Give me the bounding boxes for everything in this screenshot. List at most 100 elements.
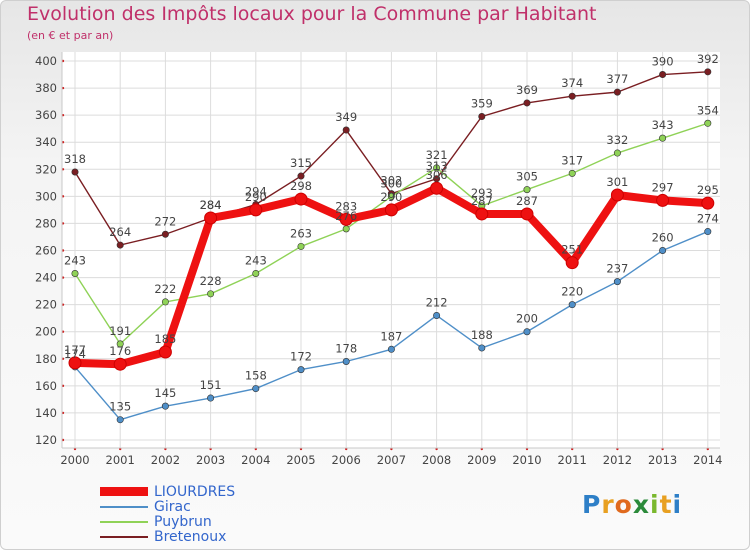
data-label-liourdres: 298 — [290, 179, 312, 193]
data-label-girac: 158 — [245, 369, 267, 383]
data-point-liourdres — [384, 203, 398, 217]
data-label-liourdres: 295 — [697, 183, 719, 197]
y-tick-label: 260 — [35, 244, 57, 258]
data-label-bretenoux: 377 — [606, 72, 628, 86]
data-label-liourdres: 287 — [471, 194, 493, 208]
data-label-puybrun: 354 — [697, 103, 719, 117]
x-tick-label: 2000 — [60, 453, 89, 467]
y-tick-label: 140 — [35, 406, 57, 420]
data-label-bretenoux: 302 — [380, 174, 402, 188]
data-label-girac: 260 — [652, 231, 674, 245]
data-label-bretenoux: 313 — [426, 159, 448, 173]
data-label-puybrun: 332 — [606, 133, 628, 147]
data-label-liourdres: 290 — [245, 190, 267, 204]
data-label-liourdres: 176 — [109, 344, 131, 358]
data-point-girac — [342, 357, 350, 365]
data-point-girac — [252, 385, 260, 393]
chart-subtitle: (en € et par an) — [27, 29, 114, 42]
legend-label-liourdres: LIOURDRES — [154, 484, 236, 500]
data-label-bretenoux: 284 — [200, 198, 222, 212]
data-label-girac: 145 — [154, 386, 176, 400]
data-point-liourdres — [68, 356, 82, 370]
data-label-girac: 188 — [471, 328, 493, 342]
data-point-puybrun — [252, 270, 260, 278]
data-point-liourdres — [294, 192, 308, 206]
data-label-girac: 172 — [290, 350, 312, 364]
data-point-bretenoux — [161, 230, 169, 238]
data-label-liourdres: 251 — [561, 243, 583, 257]
data-label-puybrun: 276 — [335, 209, 357, 223]
data-label-girac: 237 — [606, 262, 628, 276]
data-label-liourdres: 284 — [200, 198, 222, 212]
data-point-liourdres — [610, 188, 624, 202]
data-point-bretenoux — [659, 71, 667, 79]
data-label-puybrun: 243 — [64, 254, 86, 268]
data-point-puybrun — [161, 298, 169, 306]
proxiti-logo: Proxiti — [582, 490, 683, 519]
x-tick-label: 2013 — [648, 453, 677, 467]
data-point-girac — [116, 416, 124, 424]
data-label-puybrun: 305 — [516, 170, 538, 184]
legend-label-puybrun: Puybrun — [154, 514, 212, 530]
y-tick-label: 340 — [35, 135, 57, 149]
x-tick-label: 2010 — [512, 453, 541, 467]
y-tick-label: 300 — [35, 189, 57, 203]
data-label-puybrun: 321 — [426, 148, 448, 162]
y-tick-label: 160 — [35, 379, 57, 393]
data-point-girac — [387, 345, 395, 353]
data-point-liourdres — [565, 256, 579, 270]
data-label-liourdres: 306 — [426, 168, 448, 182]
data-point-liourdres — [249, 203, 263, 217]
data-label-girac: 174 — [64, 347, 86, 361]
data-label-bretenoux: 359 — [471, 96, 493, 110]
x-tick-label: 2007 — [377, 453, 406, 467]
data-point-girac — [568, 301, 576, 309]
data-label-liourdres: 297 — [652, 180, 674, 194]
data-point-liourdres — [204, 211, 218, 225]
data-label-puybrun: 317 — [561, 153, 583, 167]
data-point-bretenoux — [523, 99, 531, 107]
data-point-bretenoux — [116, 241, 124, 249]
data-label-bretenoux: 318 — [64, 152, 86, 166]
data-label-girac: 274 — [697, 212, 719, 226]
data-label-bretenoux: 272 — [154, 214, 176, 228]
data-point-girac — [478, 344, 486, 352]
chart-title: Evolution des Impôts locaux pour la Comm… — [27, 3, 597, 25]
x-tick-label: 2014 — [693, 453, 722, 467]
data-point-liourdres — [520, 207, 534, 221]
data-label-liourdres: 287 — [516, 194, 538, 208]
data-point-liourdres — [339, 212, 353, 226]
data-label-bretenoux: 390 — [652, 55, 674, 69]
data-label-liourdres: 290 — [380, 190, 402, 204]
data-label-girac: 151 — [200, 378, 222, 392]
data-point-girac — [659, 247, 667, 255]
data-label-liourdres: 185 — [154, 332, 176, 346]
data-label-girac: 178 — [335, 341, 357, 355]
data-point-puybrun — [613, 149, 621, 157]
data-point-puybrun — [297, 242, 305, 250]
data-point-liourdres — [475, 207, 489, 221]
data-point-bretenoux — [568, 92, 576, 100]
data-point-bretenoux — [704, 68, 712, 76]
data-label-bretenoux: 374 — [561, 76, 583, 90]
data-point-puybrun — [704, 119, 712, 127]
legend-swatch-girac — [100, 506, 148, 508]
y-tick-label: 280 — [35, 216, 57, 230]
y-tick-label: 380 — [35, 81, 57, 95]
data-point-bretenoux — [613, 88, 621, 96]
x-tick-label: 2003 — [196, 453, 225, 467]
data-label-puybrun: 191 — [109, 324, 131, 338]
data-label-girac: 135 — [109, 400, 131, 414]
data-label-bretenoux: 369 — [516, 83, 538, 97]
data-point-bretenoux — [71, 168, 79, 176]
y-tick-label: 360 — [35, 108, 57, 122]
data-point-liourdres — [158, 345, 172, 359]
x-tick-label: 2004 — [241, 453, 270, 467]
data-point-girac — [207, 394, 215, 402]
data-label-bretenoux: 315 — [290, 156, 312, 170]
data-label-bretenoux: 264 — [109, 225, 131, 239]
data-label-girac: 200 — [516, 312, 538, 326]
x-tick-label: 2005 — [286, 453, 315, 467]
data-label-liourdres: 177 — [64, 343, 86, 357]
